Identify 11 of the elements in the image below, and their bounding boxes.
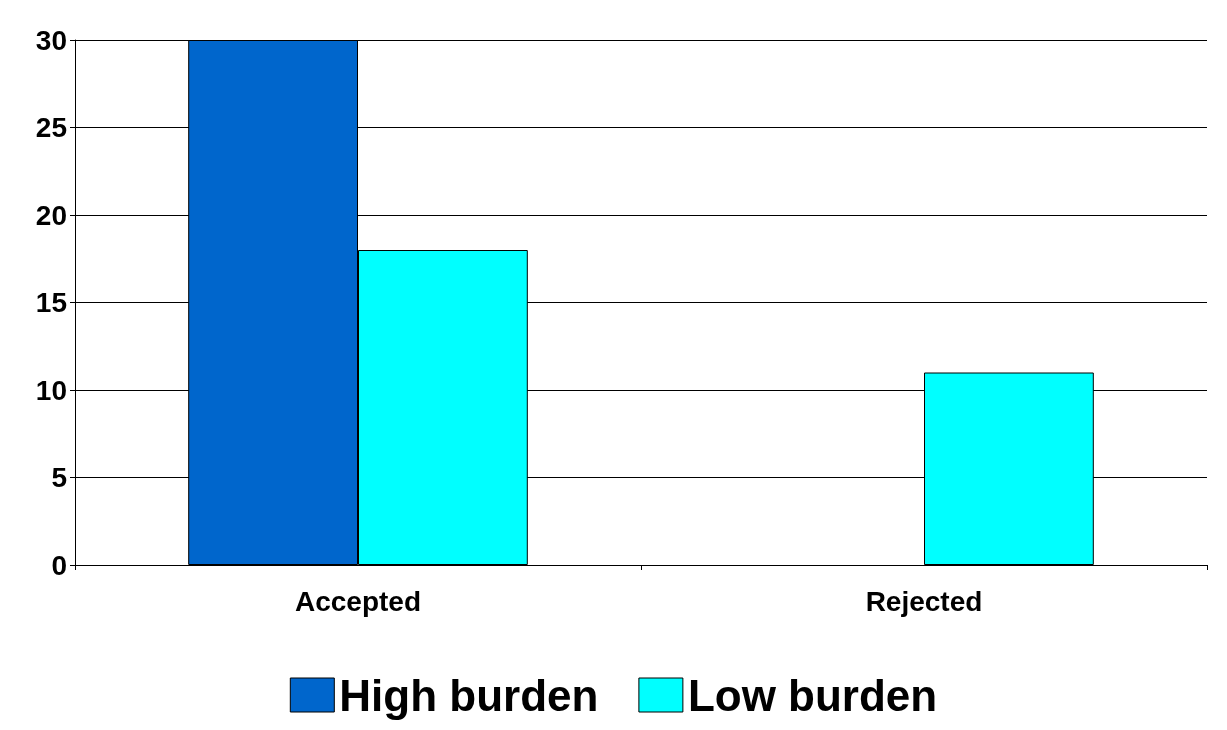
- x-tick-label: Rejected: [865, 585, 983, 617]
- y-tick-label: 25: [35, 112, 67, 143]
- legend-label: Low burden: [687, 670, 938, 720]
- y-tick-label: 30: [35, 24, 67, 56]
- y-tick-label: 15: [35, 287, 67, 318]
- y-tick-label: 0: [51, 549, 67, 581]
- y-tick-label: 20: [35, 199, 67, 231]
- x-tick-label: Accepted: [294, 585, 422, 617]
- legend-label: High burden: [339, 670, 599, 720]
- y-tick-label: 10: [35, 374, 67, 406]
- y-tick-label: 5: [51, 462, 67, 493]
